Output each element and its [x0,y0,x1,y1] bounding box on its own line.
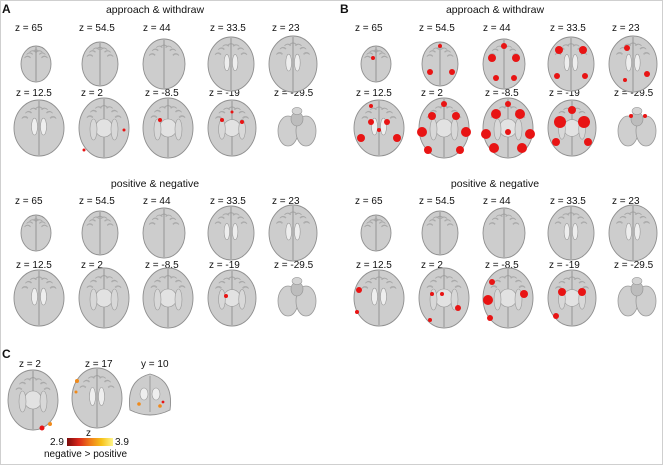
slice-label-a-0-r2-3: z = -19 [209,88,240,99]
brain-slice-b-1-r1-3 [547,205,595,261]
slice-label-a-0-r1-4: z = 23 [272,23,300,34]
slice-label-a-1-r1-0: z = 65 [15,196,43,207]
slice-label-b-0-r1-3: z = 33.5 [550,23,586,34]
slice-label-b-0-r2-3: z = -19 [549,88,580,99]
slice-label-a-0-r2-0: z = 12.5 [16,88,52,99]
brain-slice-b-0-r2-3 [547,99,597,157]
brain-slice-c-0 [7,369,59,431]
slice-label-a-0-r1-1: z = 54.5 [79,23,115,34]
slice-label-c-2: y = 10 [141,359,169,370]
slice-label-b-0-r2-2: z = -8.5 [485,88,519,99]
slice-label-a-0-r1-3: z = 33.5 [210,23,246,34]
panel-b-letter: B [340,2,349,16]
colorbar-min: 2.9 [50,437,64,448]
brain-slice-c-2-coronal [128,373,172,416]
panel-a-title-approach-withdraw: approach & withdraw [105,4,205,16]
slice-label-a-0-r2-4: z = -29.5 [274,88,314,99]
brain-slice-a-1-r2-1 [78,267,130,329]
slice-label-b-0-r1-0: z = 65 [355,23,383,34]
slice-label-b-0-r1-2: z = 44 [483,23,511,34]
panel-b-title-approach-withdraw: approach & withdraw [445,4,545,16]
slice-label-b-1-r1-3: z = 33.5 [550,196,586,207]
slice-label-b-1-r1-2: z = 44 [483,196,511,207]
slice-label-b-1-r2-0: z = 12.5 [356,260,392,271]
brain-slice-b-1-r2-0 [353,269,405,327]
slice-label-c-1: z = 17 [85,359,113,370]
colorbar-label: z [86,428,91,439]
brain-slice-b-0-r2-2 [481,97,535,159]
brain-slice-a-1-r1-1 [81,210,119,256]
brain-slice-a-0-r2-4 [277,107,317,147]
slice-label-b-1-r2-3: z = -19 [549,260,580,271]
slice-label-a-1-r2-0: z = 12.5 [16,260,52,271]
slice-label-b-0-r2-0: z = 12.5 [356,88,392,99]
brain-slice-b-1-r1-1 [421,210,459,256]
slice-label-b-1-r1-1: z = 54.5 [419,196,455,207]
brain-slice-b-0-r2-1 [417,97,471,159]
brain-slice-b-1-r1-4 [608,204,658,262]
brain-slice-a-0-r1-1 [81,41,119,87]
brain-slice-a-1-r2-0 [13,269,65,327]
slice-label-a-1-r2-2: z = -8.5 [145,260,179,271]
slice-label-a-1-r2-1: z = 2 [81,260,103,271]
brain-slice-a-1-r1-3 [207,205,255,261]
slice-label-a-0-r1-0: z = 65 [15,23,43,34]
slice-label-c-0: z = 2 [19,359,41,370]
slice-label-b-1-r2-4: z = -29.5 [614,260,654,271]
brain-slice-a-1-r2-2 [142,267,194,329]
slice-label-a-1-r1-1: z = 54.5 [79,196,115,207]
brain-slice-a-0-r1-3 [207,36,255,92]
slice-label-a-1-r1-2: z = 44 [143,196,171,207]
brain-slice-a-0-r1-4 [268,35,318,93]
brain-slice-b-0-r1-4 [608,35,658,93]
brain-slice-b-1-r1-2 [482,207,526,259]
colorbar [67,438,113,446]
slice-label-a-1-r1-4: z = 23 [272,196,300,207]
brain-slice-b-0-r1-1 [421,41,459,87]
slice-label-b-1-r1-0: z = 65 [355,196,383,207]
panel-a-title-positive-negative: positive & negative [110,178,200,190]
brain-slice-b-1-r2-1 [418,267,470,329]
brain-slice-a-1-r1-0 [20,214,52,252]
slice-label-b-1-r2-2: z = -8.5 [485,260,519,271]
slice-label-b-0-r2-1: z = 2 [421,88,443,99]
panel-a-letter: A [2,2,11,16]
brain-slice-c-1 [71,367,123,429]
brain-slice-a-0-r2-1 [78,97,130,159]
slice-label-a-0-r2-1: z = 2 [81,88,103,99]
slice-label-a-1-r2-3: z = -19 [209,260,240,271]
colorbar-max: 3.9 [115,437,129,448]
brain-slice-a-0-r2-0 [13,99,65,157]
slice-label-a-1-r1-3: z = 33.5 [210,196,246,207]
brain-slice-a-0-r2-3 [207,99,257,157]
brain-slice-a-0-r2-2 [142,97,194,159]
brain-slice-b-1-r2-3 [547,269,597,327]
brain-slice-a-1-r1-2 [142,207,186,259]
brain-slice-b-0-r2-4 [617,107,657,147]
brain-slice-b-0-r1-3 [547,36,595,92]
colorbar-caption: negative > positive [44,449,128,460]
slice-label-b-0-r1-4: z = 23 [612,23,640,34]
panel-b-title-positive-negative: positive & negative [450,178,540,190]
slice-label-a-1-r2-4: z = -29.5 [274,260,314,271]
slice-label-b-0-r1-1: z = 54.5 [419,23,455,34]
brain-slice-b-1-r1-0 [360,214,392,252]
slice-label-a-0-r2-2: z = -8.5 [145,88,179,99]
brain-slice-b-1-r2-2 [482,267,534,329]
panel-c-letter: C [2,347,11,361]
slice-label-b-0-r2-4: z = -29.5 [614,88,654,99]
brain-slice-a-1-r1-4 [268,204,318,262]
brain-slice-b-0-r1-0 [360,45,392,83]
brain-slice-b-0-r2-0 [353,99,405,157]
brain-slice-a-1-r2-3 [207,269,257,327]
brain-slice-b-1-r2-4 [617,277,657,317]
brain-slice-a-0-r1-2 [142,38,186,90]
slice-label-b-1-r2-1: z = 2 [421,260,443,271]
brain-slice-a-0-r1-0 [20,45,52,83]
slice-label-b-1-r1-4: z = 23 [612,196,640,207]
slice-label-a-0-r1-2: z = 44 [143,23,171,34]
brain-slice-a-1-r2-4 [277,277,317,317]
brain-slice-b-0-r1-2 [482,38,526,90]
